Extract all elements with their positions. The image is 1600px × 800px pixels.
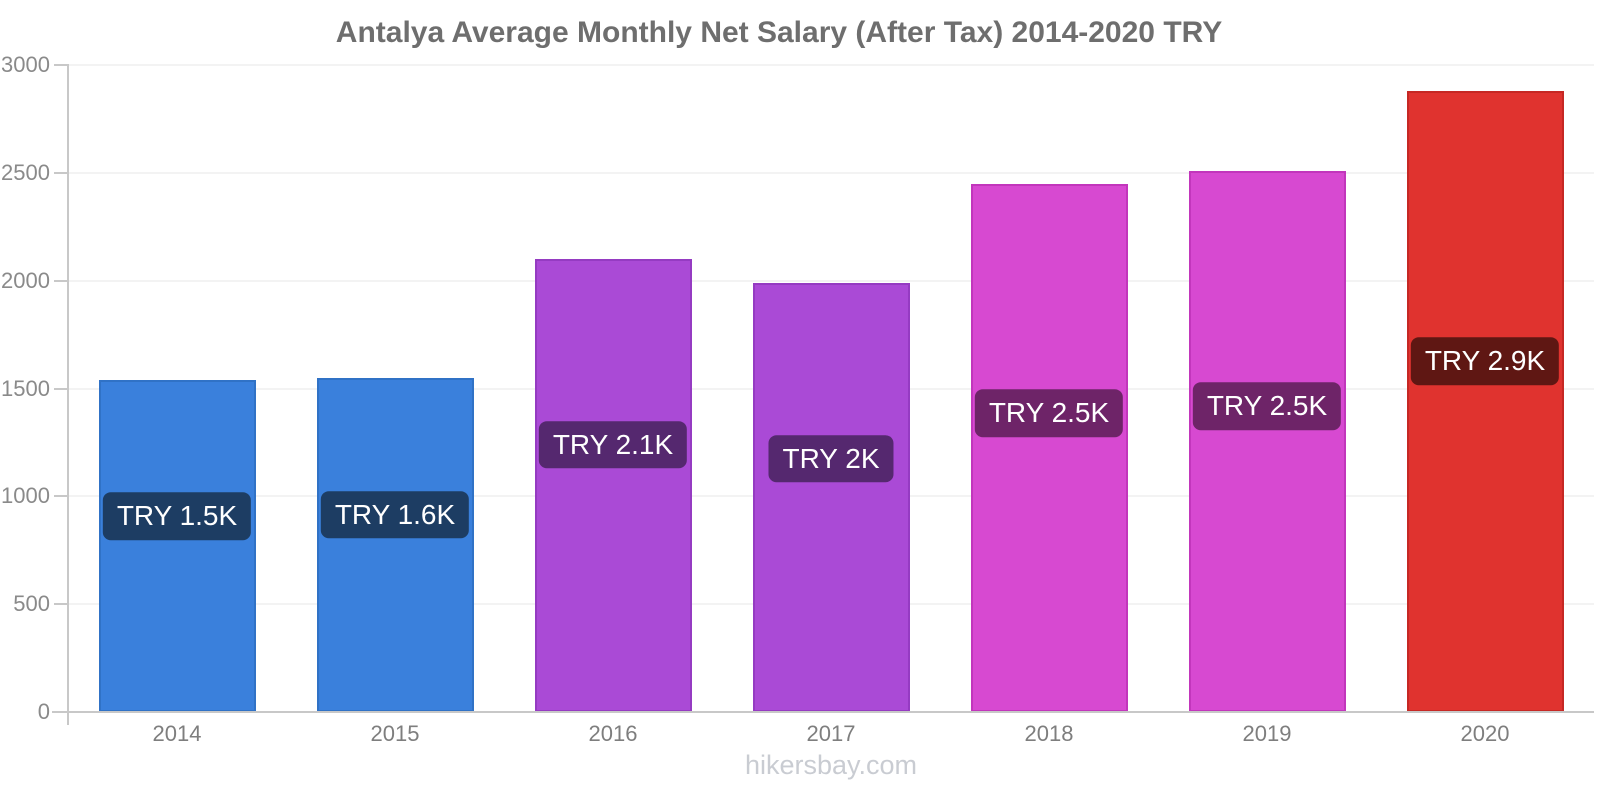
y-tick-1500 xyxy=(54,387,68,390)
y-tick-3000 xyxy=(54,64,68,66)
x-tick-label-2017: 2017 xyxy=(806,721,856,746)
x-tick-label-2018: 2018 xyxy=(1024,721,1074,746)
y-axis-line xyxy=(67,64,69,725)
y-tick-label-1000: 1000 xyxy=(1,483,50,509)
x-tick-label-2016: 2016 xyxy=(588,721,638,746)
bar-2018[interactable] xyxy=(970,183,1128,712)
y-tick-label-1500: 1500 xyxy=(1,375,50,401)
bar-value-badge-2020: TRY 2.9K xyxy=(1410,337,1560,385)
bar-value-badge-2014: TRY 1.5K xyxy=(102,492,252,540)
bar-2020[interactable] xyxy=(1406,90,1564,712)
y-tick-2000 xyxy=(54,279,68,282)
x-tick-label-2019: 2019 xyxy=(1242,721,1292,746)
y-tick-label-2000: 2000 xyxy=(1,267,50,293)
y-tick-label-2500: 2500 xyxy=(1,159,50,185)
grid-line-3000 xyxy=(68,64,1594,66)
bar-2014[interactable] xyxy=(98,379,256,712)
bar-2015[interactable] xyxy=(316,377,474,712)
grid-line-2000 xyxy=(68,279,1594,282)
y-tick-0 xyxy=(54,711,68,713)
bar-2017[interactable] xyxy=(752,282,910,712)
x-axis-line xyxy=(52,711,1594,713)
x-tick-label-2015: 2015 xyxy=(370,721,420,746)
y-tick-label-3000: 3000 xyxy=(1,52,50,77)
x-tick-label-2020: 2020 xyxy=(1460,721,1510,746)
bar-value-badge-2015: TRY 1.6K xyxy=(320,490,470,539)
bar-value-badge-2017: TRY 2K xyxy=(768,434,894,483)
y-tick-2500 xyxy=(54,171,68,174)
footer-watermark: hikersbay.com xyxy=(744,750,918,780)
y-tick-label-500: 500 xyxy=(13,591,50,617)
y-tick-label-0: 0 xyxy=(37,699,50,724)
bar-value-badge-2018: TRY 2.5K xyxy=(974,389,1124,438)
y-tick-1000 xyxy=(54,495,68,498)
y-tick-500 xyxy=(54,603,68,606)
bar-value-badge-2016: TRY 2.1K xyxy=(538,420,688,469)
chart-title: Antalya Average Monthly Net Salary (Afte… xyxy=(335,16,1223,49)
grid-line-2500 xyxy=(68,171,1594,174)
bar-2019[interactable] xyxy=(1188,170,1346,712)
bar-value-badge-2019: TRY 2.5K xyxy=(1192,382,1342,430)
bar-2016[interactable] xyxy=(534,259,692,712)
x-tick-label-2014: 2014 xyxy=(152,721,202,746)
